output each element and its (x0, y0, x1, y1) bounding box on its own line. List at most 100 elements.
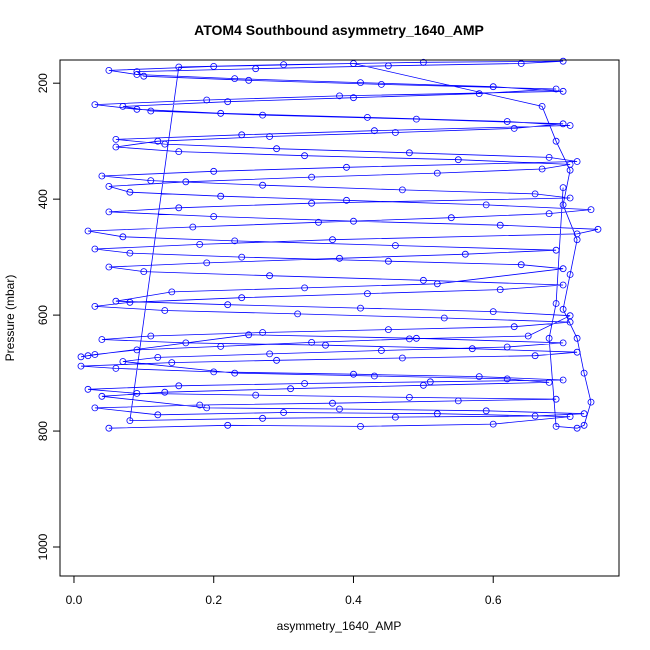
data-point (105, 67, 113, 74)
data-point (405, 393, 413, 401)
data-point (287, 385, 295, 393)
data-point (566, 312, 574, 320)
data-point (154, 411, 162, 419)
data-point (594, 225, 602, 233)
data-point (503, 375, 511, 383)
data-point (447, 214, 455, 222)
data-point (587, 206, 595, 214)
data-point (133, 68, 141, 75)
data-point (552, 300, 560, 307)
data-point (266, 272, 274, 280)
data-point (573, 348, 581, 356)
data-point (405, 335, 413, 343)
data-point (398, 186, 406, 194)
data-point (308, 338, 316, 346)
x-tick-label: 0.2 (205, 593, 222, 607)
data-point (161, 388, 169, 396)
data-point (573, 334, 581, 342)
data-point (524, 332, 532, 340)
data-point (552, 137, 560, 145)
data-point (510, 323, 518, 331)
data-point (217, 109, 225, 117)
data-point (384, 62, 392, 70)
data-point (357, 422, 364, 430)
data-point (454, 397, 462, 405)
data-point (140, 268, 148, 276)
data-point (182, 339, 190, 347)
data-point (433, 169, 441, 177)
data-point (224, 421, 232, 429)
data-point (112, 364, 120, 372)
data-point (329, 236, 336, 244)
data-point (329, 399, 336, 407)
chart-title: ATOM4 Southbound asymmetry_1640_AMP (194, 22, 484, 38)
data-point (126, 298, 134, 306)
data-point (154, 353, 162, 361)
data-point (77, 353, 85, 361)
data-point (391, 129, 399, 136)
data-point (217, 192, 225, 200)
data-point (259, 414, 267, 422)
data-point (559, 184, 567, 192)
data-point (259, 181, 267, 189)
data-point (175, 63, 183, 71)
data-point (566, 166, 574, 174)
data-point (126, 249, 134, 257)
data-point (559, 87, 567, 95)
data-point (461, 250, 469, 258)
y-axis-label: Pressure (mbar) (3, 275, 17, 362)
data-point (133, 346, 141, 354)
data-point (175, 382, 183, 390)
data-point (112, 135, 120, 143)
data-point (552, 395, 560, 403)
data-point (91, 351, 99, 358)
data-point (482, 201, 490, 209)
data-point (147, 332, 155, 340)
y-tick-label: 200 (36, 73, 50, 93)
data-point (273, 145, 281, 153)
data-point (119, 358, 127, 365)
data-point (203, 404, 211, 412)
data-point (210, 167, 218, 175)
data-point (105, 182, 113, 190)
y-tick-label: 1000 (36, 533, 50, 560)
data-point (210, 213, 218, 220)
data-point (357, 304, 364, 312)
data-point (266, 133, 274, 140)
data-point (363, 290, 371, 298)
data-point (175, 204, 183, 212)
data-point (119, 103, 127, 110)
data-point (133, 105, 141, 113)
data-point (503, 118, 511, 125)
data-point (91, 404, 99, 412)
data-point (224, 301, 232, 309)
x-axis-label: asymmetry_1640_AMP (277, 619, 402, 633)
data-point (503, 343, 511, 351)
data-point (231, 237, 239, 245)
data-point (280, 61, 288, 68)
data-point (566, 271, 574, 278)
data-point (573, 158, 581, 165)
data-point (98, 336, 106, 343)
data-layer (77, 57, 602, 432)
data-point (105, 263, 113, 271)
data-point (587, 398, 595, 406)
series-line-0 (80, 60, 599, 429)
data-point (545, 334, 553, 342)
data-point (573, 236, 581, 244)
data-point (126, 417, 134, 425)
data-point (161, 140, 169, 148)
data-point (308, 199, 316, 207)
data-point (350, 370, 357, 378)
data-point (580, 369, 588, 377)
data-point (98, 392, 106, 400)
data-point (580, 421, 588, 429)
data-point (363, 114, 371, 121)
data-point (154, 137, 162, 145)
data-point (440, 314, 448, 322)
data-point (545, 153, 553, 161)
data-point (133, 71, 141, 78)
data-point (133, 389, 141, 397)
data-point (238, 131, 246, 139)
